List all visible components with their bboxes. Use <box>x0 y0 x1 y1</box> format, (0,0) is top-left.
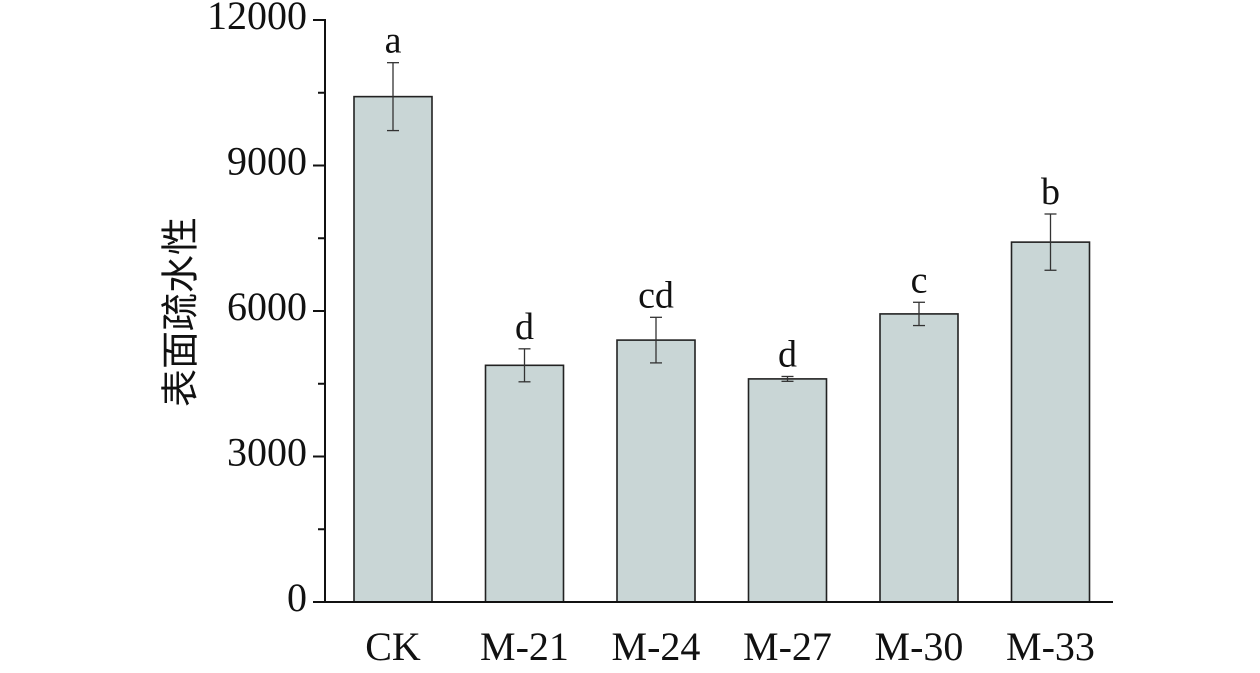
x-tick-label: M-33 <box>1006 624 1095 669</box>
error-bar-m-30 <box>913 301 925 327</box>
y-axis-ticks: 0 3000 6000 9000 12000 <box>207 0 325 620</box>
bar-ck <box>353 95 433 603</box>
y-axis-title-group: 表面疏水性 <box>159 217 203 407</box>
error-bar-m-24 <box>650 316 662 364</box>
y-tick-label: 3000 <box>227 430 307 475</box>
bar-m-30 <box>879 313 959 603</box>
significance-label: cd <box>638 274 674 316</box>
significance-label: c <box>911 259 928 301</box>
y-axis-title: 表面疏水性 <box>159 217 203 407</box>
bar-m-24 <box>616 339 696 603</box>
y-tick-label: 0 <box>287 575 307 620</box>
x-axis-labels: CK M-21 M-24 M-27 M-30 M-33 <box>365 624 1095 669</box>
x-tick-label: M-27 <box>743 624 832 669</box>
y-tick-label: 12000 <box>207 0 307 38</box>
bar-m-33 <box>1010 241 1091 603</box>
bar-m-27 <box>747 378 828 603</box>
bar-m-21 <box>484 364 565 603</box>
significance-label: b <box>1041 171 1060 213</box>
significance-label: d <box>778 333 797 375</box>
error-bars <box>387 62 1057 383</box>
x-tick-label: M-24 <box>612 624 701 669</box>
error-bar-m-33 <box>1044 213 1057 271</box>
y-tick-label: 9000 <box>227 139 307 184</box>
x-tick-label: M-21 <box>480 624 569 669</box>
significance-label: a <box>385 20 402 62</box>
significance-labels: a d cd d c b <box>385 20 1060 376</box>
x-tick-label: CK <box>365 624 421 669</box>
error-bar-m-27 <box>781 375 794 382</box>
significance-label: d <box>515 306 534 348</box>
error-bar-m-21 <box>518 348 531 383</box>
y-tick-label: 6000 <box>227 284 307 329</box>
x-tick-label: M-30 <box>875 624 964 669</box>
bars <box>353 95 1091 603</box>
error-bar-ck <box>387 62 399 132</box>
